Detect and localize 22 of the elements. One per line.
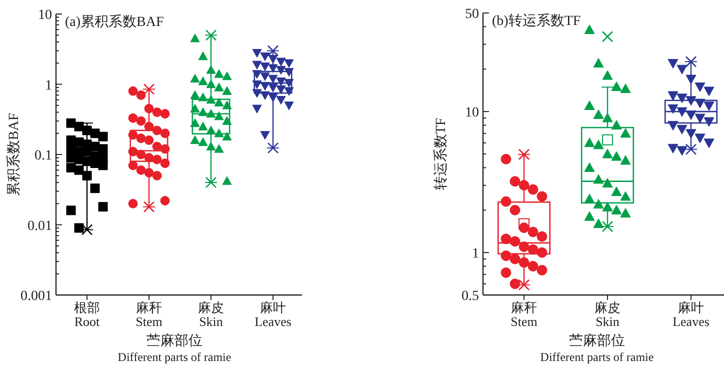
y-tick-label: 0.001 — [20, 289, 52, 304]
y-tick-label: 0.5 — [462, 289, 479, 304]
x-axis-title: 苎麻部位 Different parts of ramie — [118, 333, 232, 364]
x-tick-label: 麻皮 Skin — [594, 300, 620, 329]
x-tick-label: 麻叶 Leaves — [254, 300, 292, 329]
x-tick-label: 麻皮 Skin — [198, 300, 224, 329]
x-tick-label: 麻叶 Leaves — [672, 300, 710, 329]
y-axis-title: 转运系数TF — [433, 118, 449, 190]
y-axis-title: 累积系数BAF — [6, 112, 22, 196]
y-tick-label: 10 — [465, 106, 479, 121]
x-axis-title: 苎麻部位 Different parts of ramie — [540, 333, 654, 364]
chart-title: (b)转运系数TF — [492, 13, 581, 29]
y-tick-label: 0.1 — [34, 148, 52, 164]
y-tick-label: 1 — [45, 78, 52, 94]
y-tick-label: 10 — [38, 8, 52, 23]
x-tick-label: 麻秆 Stem — [136, 300, 162, 329]
y-tick-label: 0.01 — [28, 218, 52, 234]
chart-title: (a)累积系数BAF — [65, 14, 164, 30]
x-tick-label: 根部 Root — [74, 300, 100, 329]
x-tick-label: 麻秆 Stem — [510, 300, 538, 329]
y-tick-label: 1 — [472, 246, 479, 262]
y-tick-label: 50 — [465, 7, 479, 22]
